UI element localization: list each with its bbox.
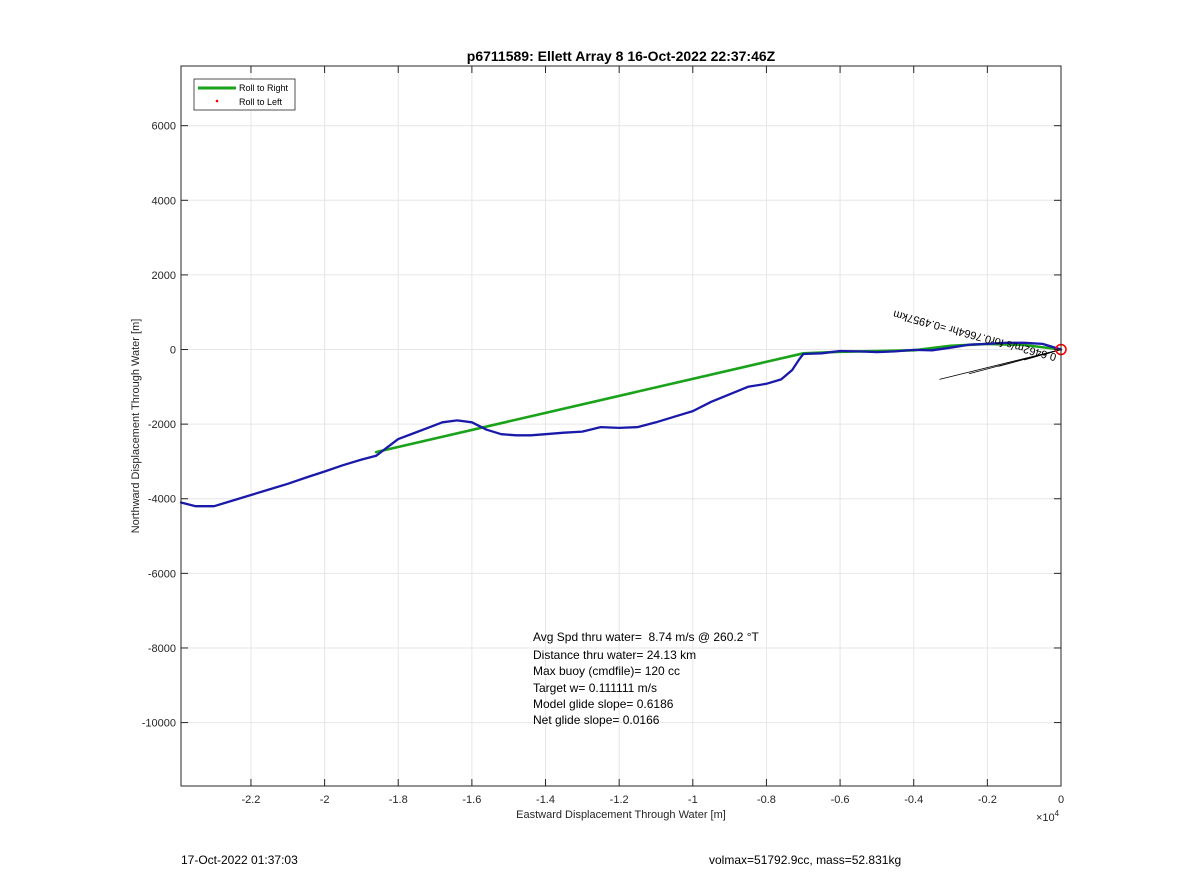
y-tick-label: 2000 (152, 270, 176, 282)
legend-swatch-roll-left (215, 99, 219, 103)
y-tick-label: -10000 (142, 718, 176, 730)
legend-label-roll-left: Roll to Left (239, 97, 283, 107)
legend: Roll to Right Roll to Left (193, 78, 296, 111)
footer-summary: volmax=51792.9cc, mass=52.831kg (709, 853, 902, 867)
stat-avg-speed: Avg Spd thru water= 8.74 m/s @ 260.2 °T (533, 630, 760, 644)
x-tick-label: -2 (320, 794, 330, 806)
x-tick-label: -1 (688, 794, 698, 806)
x-tick-label: -0.8 (757, 794, 776, 806)
axis-ticks: -2.2 -2 -1.8 -1.6 -1.4 -1.2 -1 -0.8 -0.6 -0.4 -0.2… (142, 66, 1064, 806)
chart-title: p6711589: Ellett Array 8 16-Oct-2022 22:… (467, 48, 776, 64)
x-tick-label: -2.2 (241, 794, 260, 806)
y-tick-label: -4000 (148, 494, 176, 506)
legend-label-roll-right: Roll to Right (239, 83, 289, 93)
axes-box (180, 65, 1062, 787)
x-tick-label: -0.2 (978, 794, 997, 806)
series-layer (179, 341, 1063, 508)
footer-timestamp: 17-Oct-2022 01:37:03 (181, 853, 298, 867)
current-vector-line (1042, 349, 1062, 356)
y-tick-label: 4000 (152, 195, 176, 207)
x-tick-label: -1.2 (610, 794, 629, 806)
x-tick-label: -1.4 (536, 794, 555, 806)
legend-box (193, 78, 296, 111)
y-tick-label: -2000 (148, 419, 176, 431)
x-tick-label: -0.6 (831, 794, 850, 806)
stat-distance: Distance thru water= 24.13 km (533, 648, 696, 662)
y-tick-label: -8000 (148, 643, 176, 655)
x-tick-label: -1.6 (462, 794, 481, 806)
x-tick-label: 0 (1058, 794, 1064, 806)
y-tick-label: 0 (170, 345, 176, 357)
stats-annotation: Avg Spd thru water= 8.74 m/s @ 260.2 °T … (533, 630, 760, 727)
y-axis-label: Northward Displacement Through Water [m] (130, 319, 142, 534)
x-axis-label: Eastward Displacement Through Water [m] (516, 809, 726, 821)
stat-model-glide: Model glide slope= 0.6186 (533, 697, 674, 711)
stat-target-w: Target w= 0.111111 m/s (533, 681, 657, 695)
y-tick-label: -6000 (148, 568, 176, 580)
x-exponent-label: ×104 (1036, 809, 1060, 824)
stat-max-buoy: Max buoy (cmdfile)= 120 cc (533, 664, 680, 678)
stat-net-glide: Net glide slope= 0.0166 (533, 713, 660, 727)
series-track-line (179, 341, 1063, 508)
x-tick-label: -0.4 (904, 794, 923, 806)
x-tick-label: -1.8 (389, 794, 408, 806)
y-tick-label: 6000 (152, 121, 176, 133)
